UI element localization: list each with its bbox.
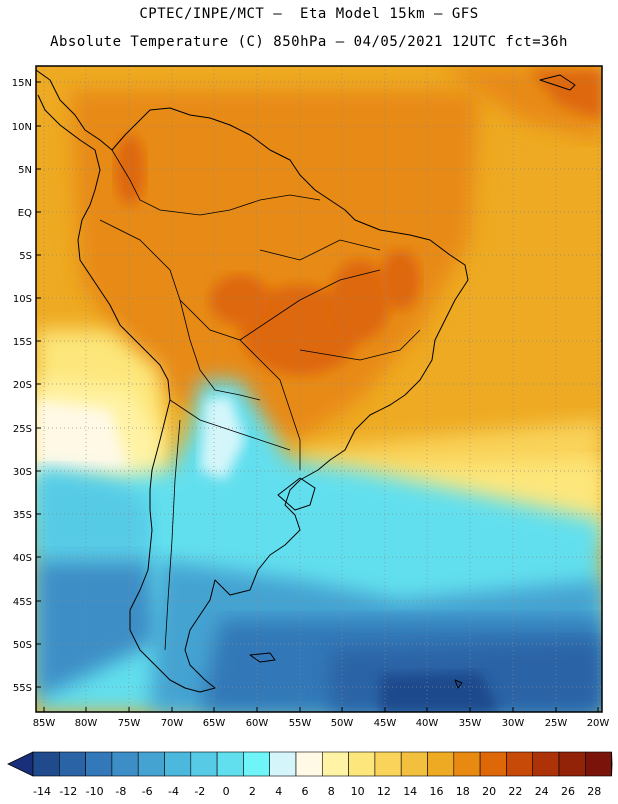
- colorbar-swatch: [480, 752, 506, 776]
- lon-label-35W: 35W: [459, 718, 482, 729]
- colorbar-swatch: [428, 752, 454, 776]
- lat-label-25S: 25S: [13, 424, 32, 435]
- colorbar-label: -14: [33, 785, 51, 798]
- lon-label-25W: 25W: [545, 718, 568, 729]
- lon-label-55W: 55W: [289, 718, 312, 729]
- colorbar-label: 8: [328, 785, 335, 798]
- colorbar-swatch: [559, 752, 585, 776]
- colorbar-swatch: [454, 752, 480, 776]
- field-darknavy-south: [380, 672, 500, 712]
- lat-label-45S: 45S: [13, 597, 32, 608]
- lon-label-50W: 50W: [331, 718, 354, 729]
- temperature-field: [36, 66, 602, 712]
- lon-label-65W: 65W: [203, 718, 226, 729]
- colorbar-swatch: [217, 752, 243, 776]
- lon-label-80W: 80W: [75, 718, 98, 729]
- lon-label-60W: 60W: [246, 718, 269, 729]
- hotspot-northeast: [380, 250, 420, 310]
- colorbar-label: 2: [249, 785, 256, 798]
- colorbar-swatch: [270, 752, 296, 776]
- lat-label-55S: 55S: [13, 683, 32, 694]
- colorbar-swatch: [59, 752, 85, 776]
- colorbar-label: -4: [168, 785, 179, 798]
- colorbar-label: 12: [377, 785, 391, 798]
- colorbar-label: 20: [482, 785, 496, 798]
- colorbar-swatch: [33, 752, 59, 776]
- lat-label-EQ: EQ: [18, 208, 32, 219]
- lat-label-35S: 35S: [13, 510, 32, 521]
- colorbar-swatch: [506, 752, 532, 776]
- lat-label-5N: 5N: [18, 165, 32, 176]
- lat-label-30S: 30S: [13, 467, 32, 478]
- colorbar-swatch: [322, 752, 348, 776]
- colorbar-label: -12: [59, 785, 77, 798]
- colorbar-swatch: [349, 752, 375, 776]
- colorbar-swatch: [165, 752, 191, 776]
- lon-label-75W: 75W: [118, 718, 141, 729]
- lat-label-40S: 40S: [13, 553, 32, 564]
- lat-label-10S: 10S: [13, 294, 32, 305]
- lat-label-50S: 50S: [13, 640, 32, 651]
- colorbar-swatch: [86, 752, 112, 776]
- colorbar-swatch: [191, 752, 217, 776]
- colorbar-swatch: [296, 752, 322, 776]
- colorbar-label: -8: [115, 785, 126, 798]
- colorbar-swatch: [585, 752, 611, 776]
- colorbar-swatch: [375, 752, 401, 776]
- lon-label-30W: 30W: [502, 718, 525, 729]
- colorbar-label: 24: [535, 785, 549, 798]
- lon-label-70W: 70W: [161, 718, 184, 729]
- colorbar-label: 6: [302, 785, 309, 798]
- hotspot-andes-north: [115, 135, 145, 205]
- colorbar-under-arrow: [8, 752, 33, 776]
- colorbar-label: 18: [456, 785, 470, 798]
- lat-label-15S: 15S: [13, 337, 32, 348]
- colorbar-label: 0: [223, 785, 230, 798]
- lat-label-15N: 15N: [12, 78, 32, 89]
- colorbar-label: 28: [587, 785, 601, 798]
- colorbar-swatch: [401, 752, 427, 776]
- lat-label-5S: 5S: [19, 251, 32, 262]
- colorbar-label: -2: [194, 785, 205, 798]
- lon-label-45W: 45W: [374, 718, 397, 729]
- colorbar-swatch: [243, 752, 269, 776]
- colorbar-swatch: [533, 752, 559, 776]
- colorbar-label: 14: [403, 785, 417, 798]
- colorbar-swatch: [112, 752, 138, 776]
- colorbar-swatch: [138, 752, 164, 776]
- lat-label-10N: 10N: [12, 122, 32, 133]
- colorbar-label: -10: [86, 785, 104, 798]
- lat-label-20S: 20S: [13, 380, 32, 391]
- colorbar-label: -6: [142, 785, 153, 798]
- colorbar-label: 4: [275, 785, 282, 798]
- colorbar-label: 16: [430, 785, 444, 798]
- colorbar-label: 10: [351, 785, 365, 798]
- lon-label-85W: 85W: [33, 718, 56, 729]
- hotspot-west: [210, 275, 270, 325]
- colorbar-label: 26: [561, 785, 575, 798]
- colorbar-label: 22: [508, 785, 522, 798]
- lon-label-40W: 40W: [416, 718, 439, 729]
- lon-label-20W: 20W: [587, 718, 610, 729]
